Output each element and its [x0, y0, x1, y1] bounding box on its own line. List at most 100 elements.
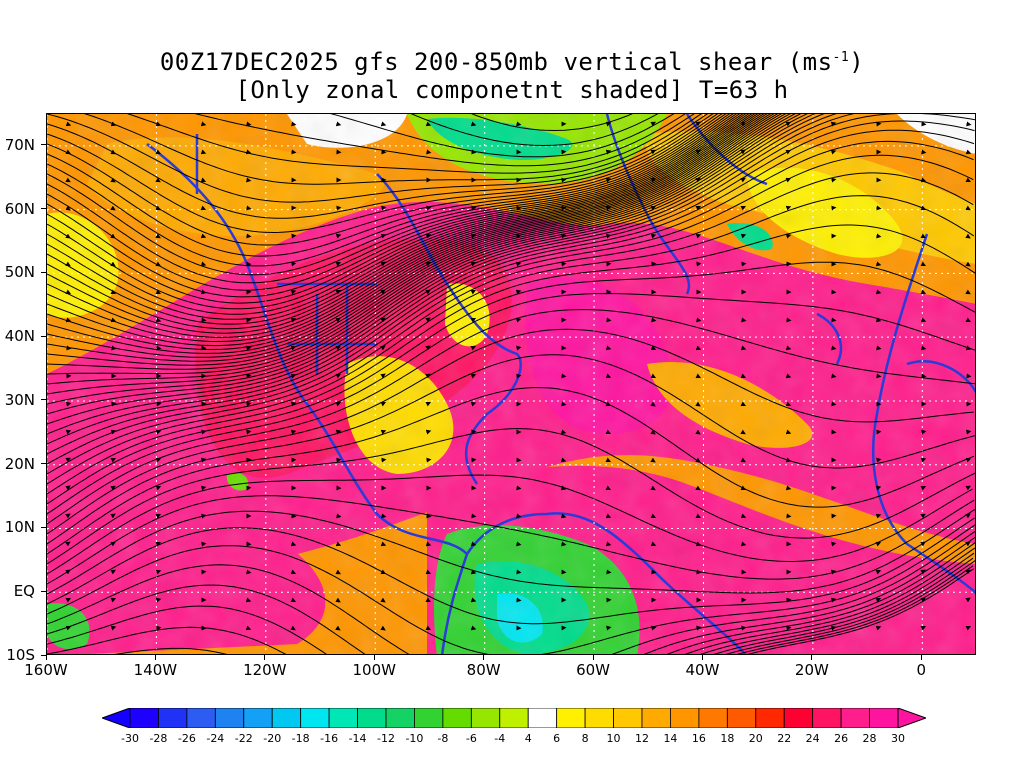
streamline-arrow: [425, 625, 432, 631]
streamline-arrow: [650, 205, 657, 211]
streamline-arrow: [380, 373, 386, 379]
streamline-arrow: [560, 485, 567, 491]
colorbar-swatch: [783, 708, 814, 728]
colorbar-label: -14: [348, 732, 367, 745]
streamline: [47, 114, 734, 276]
longitude-label: 140W: [133, 661, 178, 679]
colorbar-label: 28: [862, 732, 877, 745]
streamline: [410, 114, 659, 147]
streamline-arrow: [380, 541, 387, 547]
streamline-arrow: [920, 289, 927, 295]
colorbar-label: -30: [121, 732, 139, 745]
streamline-arrow: [785, 149, 792, 155]
streamline-arrow: [965, 457, 972, 463]
colorbar-label: 4: [524, 732, 532, 745]
streamline-arrow: [875, 317, 882, 323]
streamline-arrow: [605, 513, 612, 519]
streamline-arrow: [695, 457, 701, 463]
streamline-arrow: [605, 457, 612, 463]
streamline-arrow: [110, 149, 116, 155]
streamline-arrow: [920, 457, 927, 463]
streamline-arrow: [380, 261, 386, 267]
colorbar-over-arrow: [897, 708, 926, 728]
streamline: [47, 517, 975, 625]
colorbar-under-arrow: [102, 708, 131, 728]
streamline: [47, 224, 975, 495]
streamline: [47, 114, 765, 334]
colorbar-label: -4: [494, 732, 506, 745]
streamline-arrow: [650, 401, 656, 407]
colorbar-swatch: [470, 708, 501, 728]
streamline-arrow: [605, 401, 612, 407]
streamline-arrow: [65, 205, 71, 211]
streamline-arrow: [740, 177, 746, 183]
streamline-arrow: [155, 289, 162, 295]
streamline-arrow: [830, 569, 837, 575]
streamlines: [47, 114, 975, 654]
streamline-arrow: [875, 485, 882, 491]
map-subtitle: [Only zonal componetnt shaded] T=63 h: [235, 76, 789, 104]
streamline-arrow: [965, 541, 971, 547]
streamline: [47, 292, 975, 515]
streamline-arrow: [740, 485, 747, 491]
streamline-arrow: [290, 597, 297, 603]
colorbar-label: 26: [834, 732, 849, 745]
colorbar-swatch: [556, 708, 586, 728]
colorbar-label: 20: [748, 732, 763, 745]
streamline-arrow: [155, 541, 162, 547]
streamline-arrow: [875, 569, 882, 575]
streamline-arrow: [830, 625, 837, 631]
streamline: [47, 354, 975, 545]
streamline-arrow: [740, 457, 746, 463]
colorbar-label: 22: [777, 732, 792, 745]
streamline-arrow: [155, 485, 162, 491]
colorbar-label: 30: [891, 732, 905, 745]
streamline-arrow: [335, 541, 342, 547]
streamline-arrow: [920, 597, 926, 603]
streamline-arrow: [65, 569, 71, 575]
latitude-label: 30N: [4, 390, 35, 409]
streamline-arrow: [965, 149, 972, 155]
colorbar-label: -16: [320, 732, 339, 745]
colorbar-label: 18: [720, 732, 735, 745]
streamline-arrow: [830, 149, 837, 155]
streamline-arrow: [65, 597, 72, 603]
streamline-arrow: [920, 177, 927, 183]
streamline-arrow: [110, 457, 117, 463]
streamline: [194, 114, 686, 167]
streamline-arrow: [65, 149, 72, 155]
streamline-arrow: [920, 205, 927, 211]
streamline-arrow: [155, 149, 162, 155]
longitude-tick: [373, 655, 375, 660]
streamline-arrow: [290, 317, 297, 323]
longitude-tick: [920, 655, 922, 660]
streamline: [47, 114, 768, 338]
streamline-arrow: [470, 401, 477, 407]
latitude-tick: [41, 463, 46, 465]
streamline: [47, 328, 974, 535]
streamline-arrow: [560, 429, 567, 435]
streamline-arrow: [425, 233, 432, 239]
streamline-arrow: [155, 177, 161, 183]
streamline: [47, 114, 727, 257]
streamline-arrow: [110, 177, 116, 183]
streamline-arrow: [470, 345, 477, 351]
streamline-arrow: [695, 373, 702, 379]
streamline-arrow: [110, 569, 116, 575]
streamline: [47, 428, 975, 565]
streamline-arrow: [65, 261, 71, 267]
streamline: [746, 568, 974, 654]
streamline-arrow: [740, 429, 746, 435]
colorbar-swatch: [755, 708, 785, 728]
streamline-arrow: [155, 429, 162, 435]
colorbar-swatch: [300, 708, 330, 728]
streamline-arrow: [965, 261, 971, 267]
colorbar-swatch: [186, 708, 216, 728]
streamline-arrow: [695, 233, 702, 239]
streamline-arrow: [155, 597, 162, 603]
colorbar-swatch: [385, 708, 415, 728]
streamline: [725, 560, 975, 654]
streamline-arrow: [470, 317, 477, 323]
streamline: [47, 114, 779, 350]
streamline: [47, 114, 808, 375]
